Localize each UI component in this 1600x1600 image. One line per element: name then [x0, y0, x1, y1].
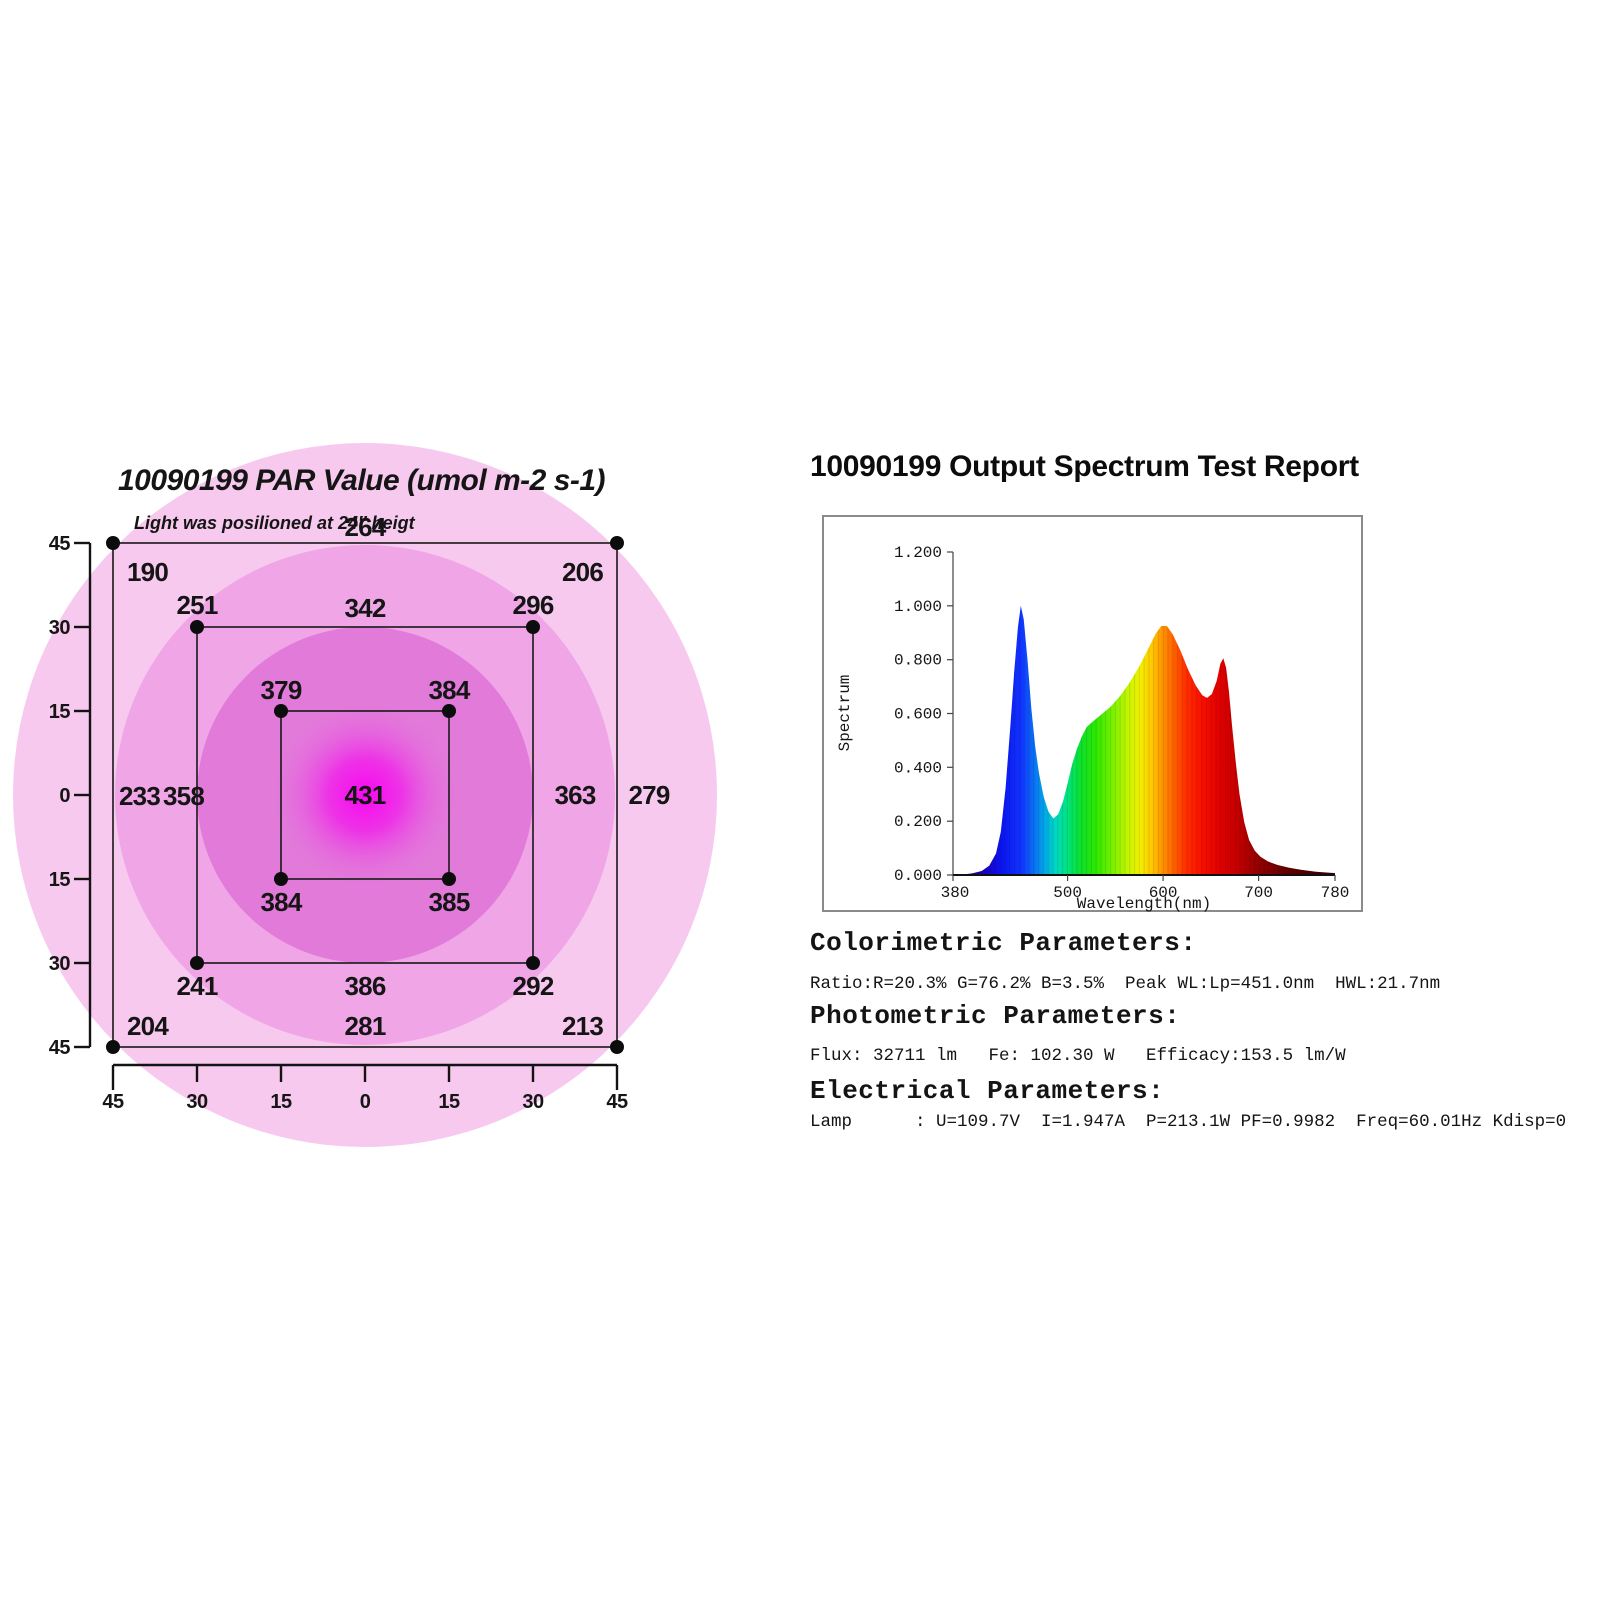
par-value-outer-right: 279 [629, 780, 670, 810]
par-hotspot [270, 700, 460, 890]
par-x-tick: 30 [522, 1091, 544, 1113]
par-x-tick: 45 [606, 1091, 628, 1113]
spectrum-y-tick: 0.600 [894, 706, 942, 724]
par-y-tick: 30 [49, 953, 71, 975]
par-value-middle-top-right: 296 [513, 590, 554, 620]
photometric-parameters-line: Flux: 32711 lm Fe: 102.30 W Efficacy:153… [810, 1046, 1346, 1066]
par-square-45 [112, 542, 618, 1048]
spectrum-y-tick: 1.200 [894, 544, 942, 562]
spectrum-y-tick: 0.800 [894, 652, 942, 670]
par-value-outer-bottom-left: 204 [127, 1011, 169, 1041]
par-y-tick: 30 [49, 617, 71, 639]
par-value-outer-top-right: 206 [562, 557, 603, 587]
spectrum-x-tick: 380 [941, 884, 970, 902]
spectrum-report-title: 10090199 Output Spectrum Test Report [810, 450, 1359, 483]
par-x-tick: 30 [186, 1091, 208, 1113]
par-y-tick: 15 [49, 701, 71, 723]
par-value-outer-top-left: 190 [127, 557, 168, 587]
photometric-parameters-heading: Photometric Parameters: [810, 1001, 1181, 1031]
spectrum-y-tick-labels: 1.200 1.000 0.800 0.600 0.400 0.200 0.00… [894, 544, 942, 885]
par-x-tick: 45 [102, 1091, 124, 1113]
spectrum-x-tick-labels: 380 500 600 700 780 [941, 884, 1350, 902]
par-value-outer-bottom-right: 213 [562, 1011, 603, 1041]
par-x-tick: 0 [360, 1091, 371, 1113]
par-x-tick: 15 [270, 1091, 292, 1113]
par-chart-subtitle: Light was posilioned at 24″ heigt [134, 513, 416, 533]
par-measurement-squares [112, 542, 618, 1048]
spectrum-y-tick: 0.000 [894, 867, 942, 885]
par-values: 264 190 206 251 342 296 379 384 233 358 … [119, 512, 671, 1041]
spectrum-y-axis-title: Spectrum [836, 675, 854, 752]
par-value-outer-top: 264 [345, 512, 387, 542]
colorimetric-parameters-heading: Colorimetric Parameters: [810, 928, 1197, 958]
spectrum-x-axis-title: Wavelength(nm) [1077, 895, 1211, 912]
spectrum-axis-ticks [947, 551, 1336, 881]
par-value-middle-right: 363 [555, 780, 596, 810]
spectrum-x-tick: 500 [1053, 884, 1082, 902]
colorimetric-parameters-line: Ratio:R=20.3% G=76.2% B=3.5% Peak WL:Lp=… [810, 974, 1441, 994]
spectrum-y-tick: 1.000 [894, 598, 942, 616]
spectrum-curve-striations [953, 605, 1335, 875]
spectrum-x-tick: 600 [1149, 884, 1178, 902]
spectrum-y-tick: 0.400 [894, 759, 942, 777]
par-x-axis [111, 1063, 619, 1090]
par-value-outer-bottom: 281 [345, 1011, 386, 1041]
par-measurement-dots [106, 536, 624, 1054]
electrical-parameters-heading: Electrical Parameters: [810, 1076, 1165, 1106]
spectrum-x-tick: 780 [1321, 884, 1350, 902]
par-value-middle-bottom: 386 [345, 971, 386, 1001]
par-value-inner-bottom-left: 384 [261, 887, 303, 917]
par-value-middle-left: 358 [163, 781, 204, 811]
electrical-parameters-line: Lamp : U=109.7V I=1.947A P=213.1W PF=0.9… [810, 1112, 1567, 1132]
par-y-tick: 45 [49, 533, 71, 555]
par-value-middle-bottom-right: 292 [513, 971, 554, 1001]
par-value-outer-left: 233 [119, 781, 160, 811]
par-square-15 [280, 710, 450, 880]
par-y-axis [74, 541, 92, 1049]
par-chart: 45 30 15 0 15 30 45 45 30 15 0 15 30 45 … [13, 443, 717, 1147]
par-chart-title: 10090199 PAR Value (umol m-2 s-1) [118, 464, 606, 497]
par-value-middle-top-left: 251 [177, 590, 218, 620]
par-value-inner-top-left: 379 [261, 675, 302, 705]
par-value-inner-bottom-right: 385 [429, 887, 470, 917]
par-y-tick: 45 [49, 1037, 71, 1059]
par-value-middle-bottom-left: 241 [177, 971, 218, 1001]
par-value-inner-top-right: 384 [429, 675, 471, 705]
par-x-axis-labels: 45 30 15 0 15 30 45 [102, 1091, 628, 1113]
par-y-tick: 0 [59, 785, 70, 807]
par-y-axis-labels: 45 30 15 0 15 30 45 [49, 533, 71, 1059]
spectrum-y-tick: 0.200 [894, 813, 942, 831]
par-value-middle-top: 342 [345, 593, 386, 623]
par-y-tick: 15 [49, 869, 71, 891]
spectrum-x-tick: 700 [1244, 884, 1273, 902]
par-x-tick: 15 [438, 1091, 460, 1113]
par-square-30 [196, 626, 534, 964]
par-value-center: 431 [345, 780, 386, 810]
spectrum-chart: 1.200 1.000 0.800 0.600 0.400 0.200 0.00… [822, 515, 1363, 912]
